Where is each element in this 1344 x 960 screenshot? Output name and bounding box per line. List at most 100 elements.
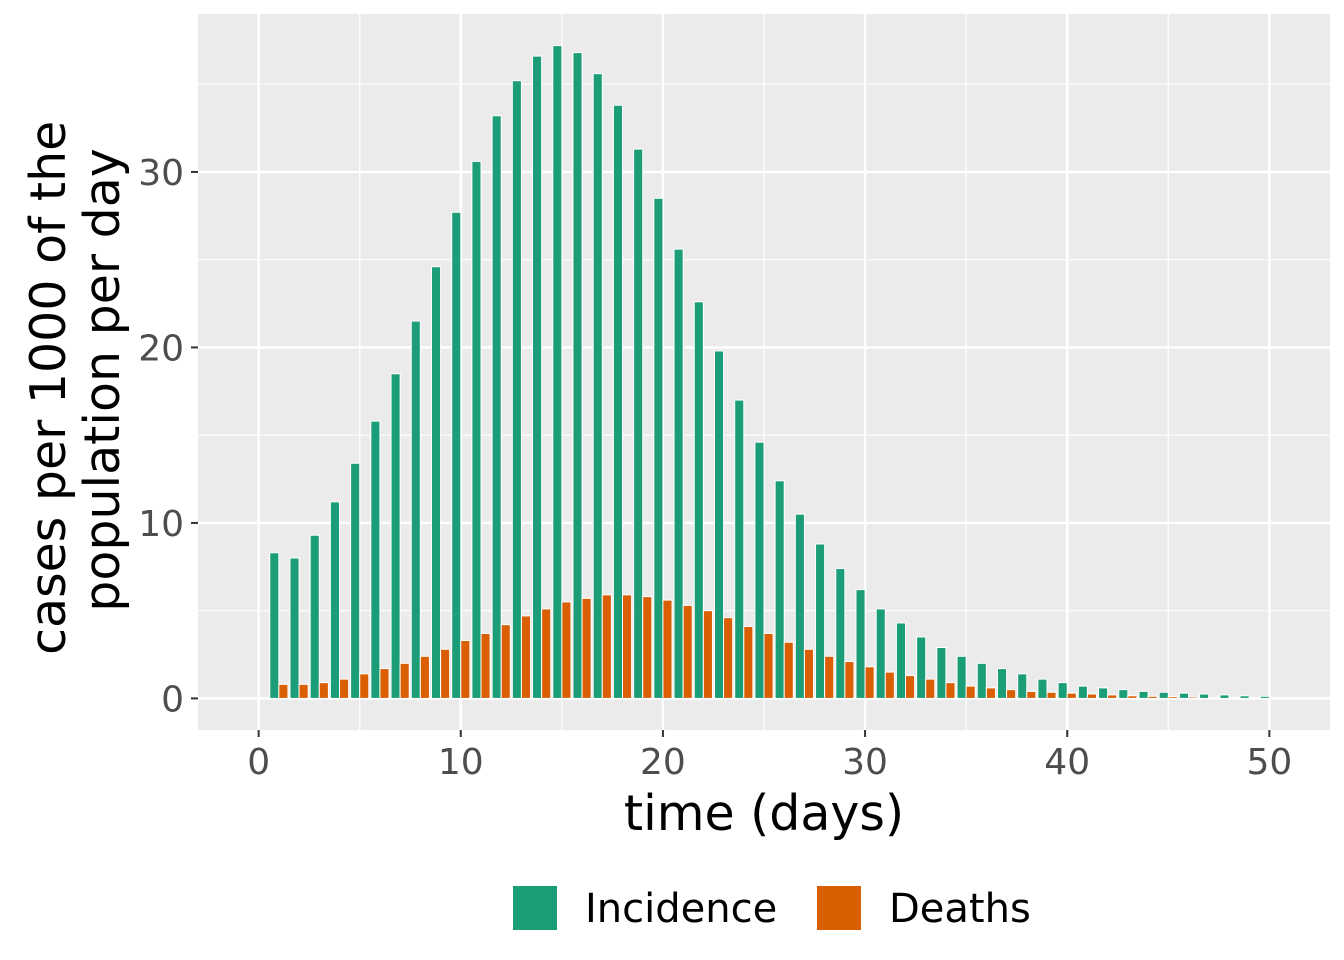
bar-marks: [269, 45, 1279, 699]
bar-deaths: [581, 597, 592, 699]
bar-deaths: [1167, 696, 1178, 699]
y-tick-label: 20: [138, 328, 184, 369]
y-tick-label: 0: [161, 679, 184, 720]
bar-incidence: [552, 45, 563, 699]
bar-deaths: [965, 685, 976, 699]
bar-deaths: [763, 632, 774, 699]
bar-incidence: [532, 55, 543, 699]
bar-deaths: [844, 661, 855, 699]
bar-incidence: [289, 557, 300, 699]
y-axis-title-line-1: cases per 1000 of the: [20, 121, 77, 655]
bar-deaths: [864, 666, 875, 699]
bar-incidence: [1017, 673, 1028, 699]
bar-incidence: [350, 462, 361, 699]
bar-deaths: [339, 678, 350, 699]
bar-incidence: [815, 543, 826, 699]
bar-incidence: [653, 197, 664, 699]
bar-deaths: [399, 662, 410, 699]
x-tick-label: 30: [842, 742, 888, 783]
bar-incidence: [1138, 690, 1149, 699]
bar-deaths: [1208, 696, 1219, 699]
bar-deaths: [1127, 695, 1138, 699]
bar-incidence: [1239, 695, 1250, 699]
y-axis-ticks: [191, 170, 198, 700]
bar-deaths: [622, 594, 633, 699]
bar-incidence: [1057, 682, 1068, 699]
bar-incidence: [390, 373, 401, 699]
bar-incidence: [1199, 693, 1210, 699]
bar-incidence: [269, 552, 280, 699]
bar-deaths: [824, 655, 835, 699]
bar-incidence: [511, 80, 522, 699]
y-axis-tick-labels: 0 10 20 30: [138, 153, 184, 720]
bar-incidence: [895, 622, 906, 699]
bar-incidence: [1219, 694, 1230, 699]
bar-incidence: [430, 266, 442, 699]
bar-incidence: [329, 501, 340, 699]
bar-deaths: [662, 599, 673, 699]
bar-incidence: [633, 148, 644, 699]
legend-label-deaths: Deaths: [889, 886, 1031, 932]
x-tick-label: 0: [247, 742, 270, 783]
bar-incidence: [1259, 695, 1270, 699]
x-axis-ticks: [257, 730, 1271, 737]
bar-deaths: [278, 683, 289, 699]
bar-incidence: [693, 301, 704, 699]
bar-deaths: [1268, 697, 1279, 699]
bar-incidence: [673, 248, 684, 699]
x-tick-label: 50: [1246, 742, 1292, 783]
bar-deaths: [500, 624, 511, 699]
bar-deaths: [1248, 697, 1259, 699]
bar-incidence: [916, 636, 927, 699]
y-axis-title: cases per 1000 of the population per day: [20, 105, 131, 655]
y-axis-title-line-2: population per day: [74, 148, 131, 611]
bar-deaths: [702, 610, 713, 699]
bar-incidence: [1158, 691, 1169, 699]
bar-incidence: [1098, 687, 1109, 699]
bar-incidence: [835, 568, 846, 699]
bar-deaths: [884, 671, 895, 699]
bar-deaths: [925, 678, 936, 699]
y-tick-label: 10: [138, 504, 184, 545]
bar-incidence: [976, 662, 987, 699]
bar-deaths: [541, 608, 552, 699]
bar-incidence: [410, 320, 421, 699]
bar-incidence: [713, 350, 725, 699]
bar-incidence: [491, 115, 502, 699]
bar-deaths: [743, 625, 754, 699]
bar-deaths: [460, 640, 471, 699]
bar-deaths: [440, 648, 451, 699]
bar-deaths: [1147, 695, 1158, 699]
bar-deaths: [803, 648, 815, 699]
bar-incidence: [471, 160, 482, 699]
bar-incidence: [1178, 692, 1189, 699]
bar-deaths: [682, 604, 693, 699]
x-tick-label: 10: [438, 742, 484, 783]
bar-deaths: [1086, 693, 1098, 699]
bar-deaths: [1188, 696, 1199, 699]
bar-incidence: [754, 441, 765, 699]
bar-deaths: [945, 682, 956, 699]
bar-incidence: [855, 589, 866, 699]
legend-key-incidence: [513, 886, 557, 930]
bar-incidence: [370, 420, 381, 699]
bar-deaths: [480, 632, 491, 699]
bar-incidence: [451, 211, 462, 699]
legend-label-incidence: Incidence: [585, 886, 777, 932]
bar-deaths: [379, 668, 390, 699]
bar-deaths: [561, 601, 572, 699]
bar-deaths: [723, 617, 734, 699]
bar-deaths: [1006, 689, 1017, 699]
bar-deaths: [642, 596, 653, 699]
x-tick-label: 40: [1044, 742, 1090, 783]
bar-incidence: [734, 399, 745, 699]
bar-deaths: [601, 594, 612, 699]
x-axis-title: time (days): [624, 785, 904, 842]
x-tick-label: 20: [640, 742, 686, 783]
legend-key-deaths: [817, 886, 861, 930]
y-tick-label: 30: [138, 153, 184, 194]
bar-incidence: [1118, 689, 1129, 699]
bar-deaths: [520, 615, 532, 699]
bar-deaths: [318, 682, 329, 699]
